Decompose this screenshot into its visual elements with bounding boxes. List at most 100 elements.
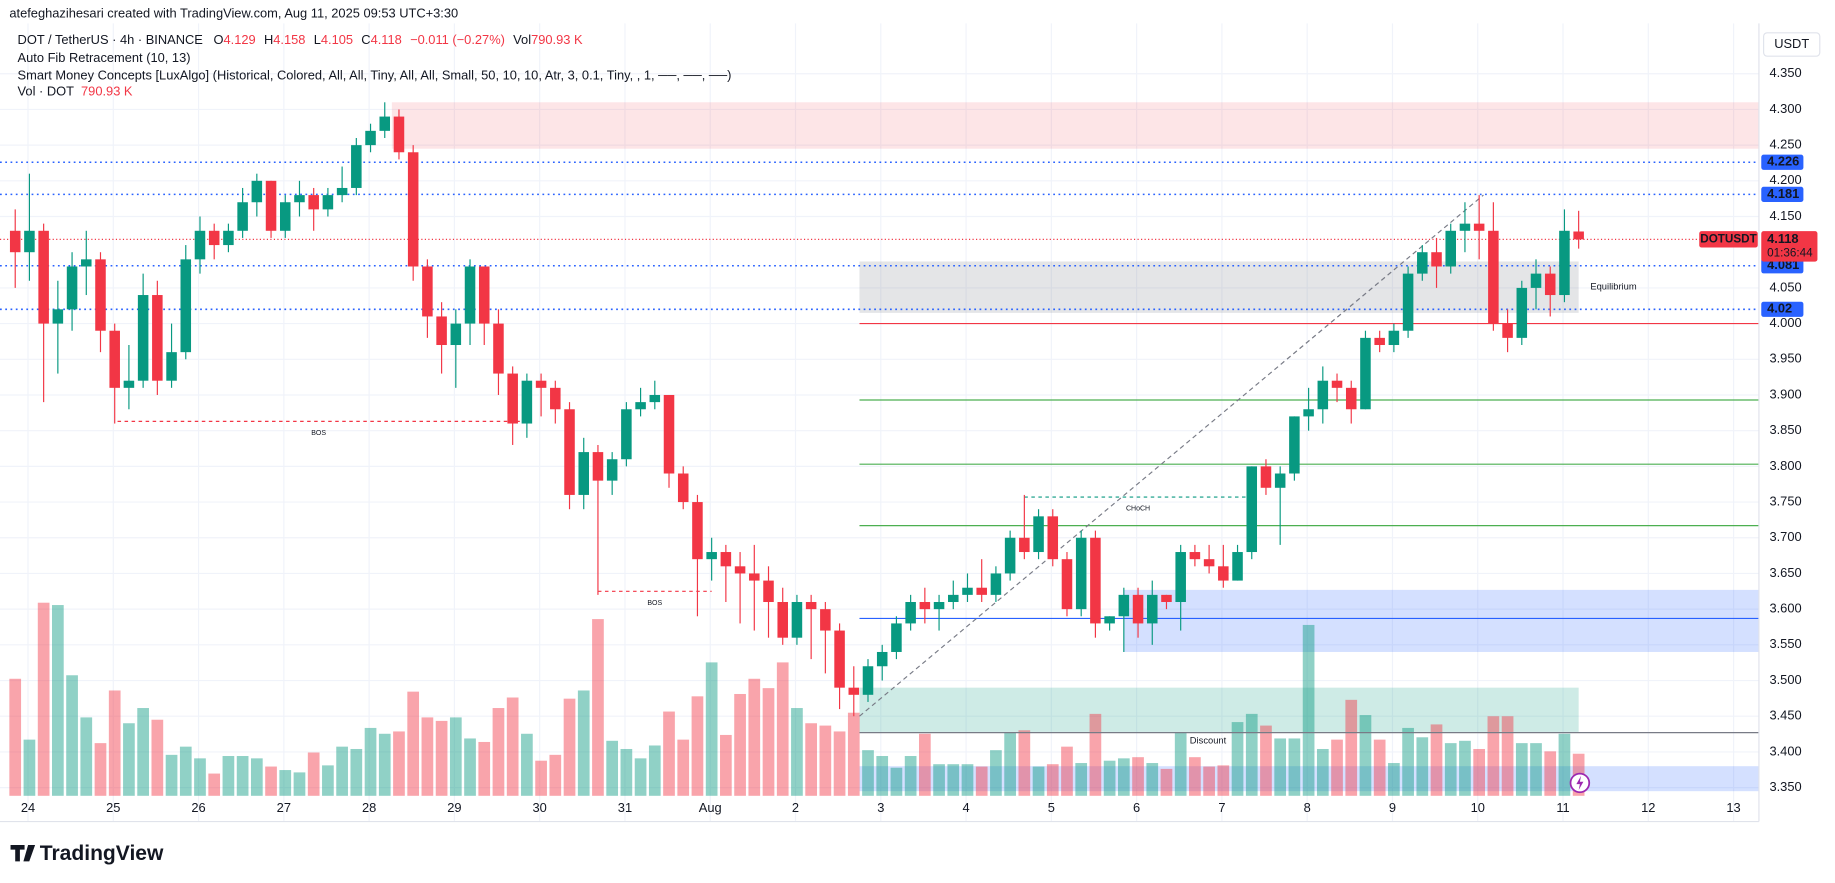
volume-bar xyxy=(961,764,974,796)
x-tick-label: 2 xyxy=(792,800,799,815)
currency-box[interactable] xyxy=(1763,32,1821,57)
zone xyxy=(859,687,1579,732)
volume-bar xyxy=(819,725,832,796)
x-tick-label: 24 xyxy=(21,800,35,815)
y-tick-label: 3.700 xyxy=(1769,529,1801,544)
candle-body xyxy=(521,380,533,424)
volume-bar xyxy=(165,754,178,796)
volume-bar xyxy=(776,662,789,796)
zone xyxy=(859,766,1759,792)
volume-bar xyxy=(1046,764,1059,796)
x-tick-label: 7 xyxy=(1218,800,1225,815)
candle-body xyxy=(635,402,646,410)
volume-bar xyxy=(435,720,448,796)
candle-body xyxy=(336,187,348,196)
candle-body xyxy=(1146,594,1158,624)
level-badge xyxy=(1761,258,1804,274)
volume-bar xyxy=(549,754,562,796)
candle-body xyxy=(1019,537,1030,553)
volume-bar xyxy=(762,688,775,796)
y-tick-label: 3.400 xyxy=(1769,743,1801,758)
candle-body xyxy=(379,116,391,131)
y-tick-label: 3.650 xyxy=(1769,565,1801,580)
volume-bar xyxy=(1288,738,1301,796)
candle-body xyxy=(38,230,49,324)
x-tick-label: 26 xyxy=(191,800,205,815)
volume-bar xyxy=(449,717,462,796)
candle-body xyxy=(1360,337,1371,410)
c-value: 4.118 xyxy=(371,32,402,47)
l-value: 4.105 xyxy=(321,32,353,47)
structure-label: BOS xyxy=(647,600,662,607)
x-tick-label: 10 xyxy=(1471,800,1485,815)
price-name-badge xyxy=(1699,231,1758,248)
volume-bar xyxy=(606,740,619,796)
y-tick-label: 3.800 xyxy=(1769,458,1801,473)
y-tick-label: 3.350 xyxy=(1769,779,1801,794)
legend-vol: Vol · DOT 790.93 K xyxy=(18,84,133,99)
y-tick-label: 3.750 xyxy=(1769,493,1801,508)
volume-bar xyxy=(236,756,249,796)
volume-bar xyxy=(506,697,519,796)
candle-body xyxy=(550,387,561,410)
currency[interactable]: USDT xyxy=(1774,36,1809,51)
candle-body xyxy=(1303,409,1314,417)
c-label: C xyxy=(361,32,370,47)
candle-body xyxy=(1047,516,1059,560)
candle-body xyxy=(834,630,845,688)
volume-bar xyxy=(1146,763,1159,796)
volume-bar xyxy=(1018,730,1031,796)
y-tick-label: 3.500 xyxy=(1769,672,1801,687)
candle-body xyxy=(365,130,376,146)
volume-bar xyxy=(1061,746,1073,796)
volume-bar xyxy=(378,733,391,796)
volume-bar xyxy=(620,748,633,796)
candle-body xyxy=(407,152,419,267)
candle-body xyxy=(1445,230,1456,267)
x-tick-label: 27 xyxy=(277,800,291,815)
candle-body xyxy=(692,502,703,560)
x-tick-label: 31 xyxy=(618,800,632,815)
o-label: O xyxy=(213,32,223,47)
volume-bar xyxy=(108,690,121,796)
volume-bar xyxy=(1032,766,1045,796)
volume-bar xyxy=(194,758,206,796)
vol-line-value: 790.93 K xyxy=(81,84,133,99)
candle-body xyxy=(223,230,234,246)
candle-body xyxy=(308,195,319,210)
candle-body xyxy=(1488,230,1499,324)
candle-body xyxy=(1061,559,1073,610)
candle-body xyxy=(1345,387,1357,410)
volume-bar xyxy=(151,719,164,796)
y-tick-label: 4.250 xyxy=(1769,137,1801,152)
volume-bar xyxy=(1117,758,1130,796)
zone xyxy=(1123,589,1759,652)
volume-bar xyxy=(250,758,263,796)
candle-body xyxy=(933,602,945,610)
zone xyxy=(391,102,1759,149)
candle-body xyxy=(720,552,732,567)
volume-bar xyxy=(904,756,917,796)
x-tick-label: 11 xyxy=(1556,800,1569,815)
vol-name: Vol · DOT xyxy=(18,84,75,99)
volume-bar xyxy=(66,675,78,796)
volume-bar xyxy=(890,767,903,796)
level-badge xyxy=(1761,186,1804,202)
candle-body xyxy=(123,380,135,388)
level-label: 4.181 xyxy=(1767,186,1799,201)
o-value: 4.129 xyxy=(223,32,255,47)
candle-body xyxy=(805,602,817,610)
candle-body xyxy=(493,323,504,374)
volume-bar xyxy=(421,717,434,796)
y-tick-label: 3.550 xyxy=(1769,636,1801,651)
candle-body xyxy=(265,180,277,231)
candle-body xyxy=(791,602,803,638)
volume-bar xyxy=(521,733,533,796)
l-label: L xyxy=(314,32,321,47)
volume-bar xyxy=(1430,724,1443,796)
volume-bar xyxy=(1132,757,1144,796)
volume-bar xyxy=(80,717,93,796)
candle-body xyxy=(1544,273,1556,296)
